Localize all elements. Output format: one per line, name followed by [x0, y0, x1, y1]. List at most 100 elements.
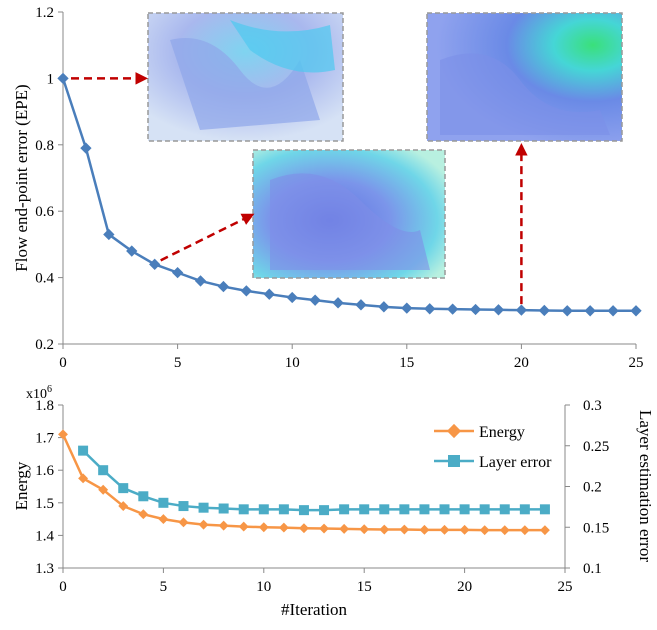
- bottom-y-tick-label: 1.6: [35, 463, 54, 479]
- top-y-axis-label: Flow end-point error (EPE): [12, 84, 31, 271]
- energy-point: [439, 524, 450, 535]
- layer-error-point: [178, 501, 189, 512]
- layer-error-point: [359, 504, 370, 515]
- layer-error-point: [439, 504, 450, 515]
- bottom-x-tick-label: 15: [357, 579, 372, 595]
- top-y-tick-label: 0.8: [35, 138, 54, 154]
- top-x-tick-label: 0: [59, 355, 67, 371]
- epe-point: [446, 303, 459, 315]
- layer-error-point: [519, 504, 530, 515]
- energy-point: [339, 523, 350, 534]
- epe-point: [263, 288, 275, 300]
- bottom-x-tick-label: 20: [457, 579, 472, 595]
- epe-point: [80, 142, 92, 154]
- layer-error-point: [499, 504, 510, 515]
- layer-error-point: [298, 505, 309, 516]
- energy-point: [138, 509, 149, 520]
- epe-point: [309, 294, 321, 306]
- energy-point: [178, 517, 189, 528]
- epe-point: [584, 305, 596, 317]
- layer-error-point: [258, 504, 269, 515]
- bottom-x-tick-label: 0: [59, 579, 67, 595]
- epe-point: [561, 305, 573, 317]
- layer-error-point: [339, 504, 350, 515]
- bottom-y2-tick-label: 0.25: [583, 439, 609, 455]
- legend-energy-marker: [446, 423, 462, 439]
- layer-error-point: [138, 491, 149, 502]
- bottom-y-axis-label: Energy: [12, 461, 31, 510]
- inset-flow-image-1: [147, 12, 344, 142]
- legend-energy-label: Energy: [479, 424, 525, 441]
- legend-layer-error-label: Layer error: [479, 454, 552, 471]
- top-x-tick-label: 15: [399, 355, 414, 371]
- energy-chart: 1.3 1.4 1.5 1.6 1.7 1.8 0.1 0.15 0.2 0.25 0.3 0 5 1…: [12, 384, 655, 619]
- epe-point: [378, 301, 390, 313]
- top-x-tick-label: 10: [285, 355, 300, 371]
- epe-point: [401, 302, 413, 314]
- epe-point: [57, 72, 69, 85]
- energy-point: [238, 521, 249, 532]
- layer-error-point: [479, 504, 490, 515]
- epe-point: [630, 305, 642, 317]
- epe-point: [469, 303, 482, 316]
- layer-error-point: [399, 504, 410, 515]
- epe-point: [492, 304, 505, 316]
- top-y-tick-label: 0.2: [35, 337, 54, 353]
- epe-point: [424, 303, 436, 315]
- bottom-y-tick-label: 1.8: [35, 398, 54, 414]
- y-multiplier: x106: [26, 384, 52, 402]
- bottom-y-tick-label: 1.7: [35, 431, 54, 447]
- energy-point: [198, 519, 209, 530]
- top-y-tick-label: 1: [47, 71, 55, 87]
- inset-flow-image-2: [252, 149, 446, 279]
- bottom-y2-ticks: 0.1 0.15 0.2 0.25 0.3: [565, 398, 609, 577]
- energy-point: [479, 525, 490, 536]
- energy-point: [419, 524, 430, 535]
- bottom-y2-axis-label: Layer estimation error: [636, 410, 655, 562]
- layer-error-line: [82, 449, 545, 512]
- layer-error-point: [278, 504, 289, 515]
- epe-point: [286, 291, 298, 304]
- energy-point: [299, 523, 309, 534]
- epe-point: [194, 275, 207, 287]
- annotation-arrows: [71, 72, 528, 305]
- top-x-tick-label: 5: [174, 355, 182, 371]
- epe-point: [240, 285, 253, 297]
- epe-point: [538, 304, 550, 317]
- top-x-tick-label: 25: [629, 355, 644, 371]
- energy-point: [399, 524, 410, 535]
- top-x-tick-label: 20: [514, 355, 529, 371]
- legend: Energy Layer error: [434, 423, 552, 471]
- annotation-arrow: [160, 213, 255, 262]
- layer-error-point: [78, 445, 89, 456]
- layer-error-point: [419, 504, 430, 515]
- top-y-ticks: 0.2 0.4 0.6 0.8 1 1.2: [35, 5, 63, 353]
- energy-point: [278, 522, 289, 533]
- top-x-ticks: 0 5 10 15 20 25: [59, 344, 644, 371]
- layer-error-point: [319, 505, 330, 516]
- energy-point: [218, 520, 229, 531]
- layer-error-point: [158, 497, 169, 508]
- epe-point: [355, 299, 367, 311]
- layer-error-point: [198, 502, 209, 513]
- bottom-x-tick-label: 25: [558, 579, 573, 595]
- bottom-x-ticks: 0 5 10 15 20 25: [59, 568, 573, 595]
- epe-chart: 0.2 0.4 0.6 0.8 1 1.2 0 5 10 15 20 25 Flow end-poi…: [12, 5, 644, 371]
- energy-point: [158, 514, 169, 525]
- layer-error-point: [98, 465, 109, 476]
- layer-error-point: [539, 504, 550, 515]
- energy-series-group: [58, 429, 550, 536]
- energy-point: [539, 525, 550, 536]
- energy-line: [61, 433, 545, 532]
- top-y-tick-label: 1.2: [35, 5, 54, 21]
- epe-point: [217, 280, 230, 293]
- energy-point: [258, 522, 269, 533]
- top-y-tick-label: 0.4: [35, 271, 54, 287]
- energy-point: [379, 524, 390, 535]
- bottom-x-tick-label: 5: [160, 579, 168, 595]
- energy-point: [78, 473, 89, 484]
- bottom-y-tick-label: 1.4: [35, 528, 54, 544]
- bottom-y2-tick-label: 0.1: [583, 561, 602, 577]
- epe-point: [126, 245, 138, 257]
